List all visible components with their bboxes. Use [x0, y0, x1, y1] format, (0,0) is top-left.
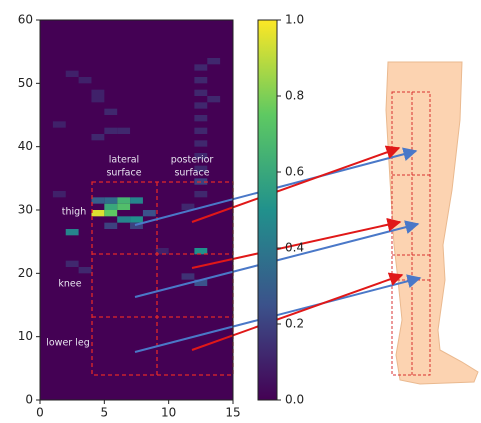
cell — [91, 90, 104, 96]
y-tick-label: 50 — [18, 76, 33, 90]
y-tick-label: 0 — [25, 393, 33, 407]
colorbar-tick-label: 0.6 — [285, 165, 304, 179]
cell — [79, 267, 92, 273]
region-label: posterior — [171, 155, 214, 166]
cell — [91, 197, 104, 203]
cell — [194, 90, 207, 96]
cell — [91, 96, 104, 102]
y-tick-label: 10 — [18, 329, 33, 343]
region-label: lateral — [109, 155, 139, 166]
cell — [194, 140, 207, 146]
cell — [194, 128, 207, 134]
y-tick-label: 30 — [18, 203, 33, 217]
colorbar-tick-label: 1.0 — [285, 13, 304, 27]
cell — [91, 210, 104, 216]
x-tick-label: 15 — [225, 406, 240, 420]
cell — [194, 115, 207, 121]
segment-label: thigh — [62, 207, 86, 218]
region-label: surface — [106, 168, 141, 179]
cell — [117, 197, 130, 203]
cell — [66, 71, 79, 77]
cell — [66, 229, 79, 235]
cell — [194, 64, 207, 70]
y-tick-label: 40 — [18, 139, 33, 153]
cell — [53, 191, 66, 197]
cell — [117, 204, 130, 210]
x-tick-label: 10 — [161, 406, 176, 420]
colorbar-tick-label: 0.2 — [285, 317, 304, 331]
cell — [117, 128, 130, 134]
x-tick-label: 0 — [36, 406, 44, 420]
figure: 0 5 10 15 0 10 20 30 40 50 60 0.0 0.2 0.4 0.6 0.8 1.0 lat… — [0, 0, 481, 423]
cell — [104, 204, 117, 210]
colorbar-tick-label: 0.4 — [285, 241, 304, 255]
cell — [66, 261, 79, 267]
cell — [207, 96, 220, 102]
cell — [53, 121, 66, 127]
cell — [182, 273, 195, 279]
y-tick-label: 20 — [18, 266, 33, 280]
segment-label: lower leg — [46, 338, 90, 349]
cell — [104, 197, 117, 203]
segment-label: knee — [58, 279, 81, 290]
colorbar-tick-label: 0.0 — [285, 393, 304, 407]
x-tick-label: 5 — [101, 406, 109, 420]
cell — [194, 191, 207, 197]
cell — [130, 197, 143, 203]
cell — [117, 216, 130, 222]
cell — [194, 102, 207, 108]
cell — [130, 216, 143, 222]
cell — [79, 77, 92, 83]
cell — [143, 210, 156, 216]
cell — [104, 128, 117, 134]
colorbar — [258, 20, 277, 400]
cell — [104, 223, 117, 229]
y-tick-label: 60 — [18, 13, 33, 27]
cell — [207, 58, 220, 64]
cell — [104, 109, 117, 115]
cell — [104, 210, 117, 216]
colorbar-tick-label: 0.8 — [285, 89, 304, 103]
region-label: surface — [174, 168, 209, 179]
cell — [91, 134, 104, 140]
cell — [194, 77, 207, 83]
